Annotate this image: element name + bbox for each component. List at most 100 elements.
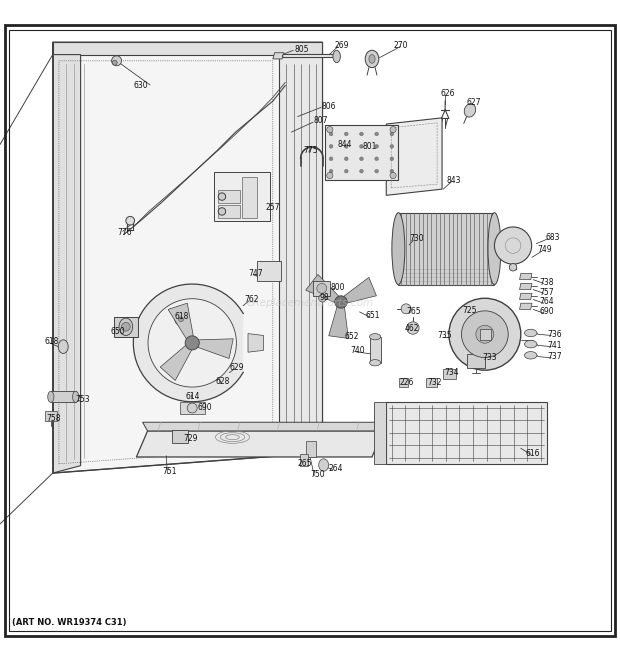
Polygon shape (520, 284, 532, 290)
Text: (ART NO. WR19374 C31): (ART NO. WR19374 C31) (12, 618, 127, 627)
Bar (114, 317, 138, 336)
Text: 652: 652 (344, 332, 358, 341)
Text: 807: 807 (313, 116, 327, 126)
Ellipse shape (464, 104, 476, 117)
Text: 747: 747 (248, 269, 263, 278)
Polygon shape (53, 42, 322, 55)
Polygon shape (341, 278, 376, 303)
Ellipse shape (525, 329, 537, 336)
Bar (443, 369, 456, 379)
Text: 226: 226 (400, 378, 414, 387)
Circle shape (335, 295, 347, 308)
Ellipse shape (370, 334, 381, 340)
Bar (399, 378, 408, 387)
Circle shape (509, 264, 517, 271)
Circle shape (390, 169, 394, 173)
Circle shape (112, 56, 122, 65)
Circle shape (319, 295, 326, 302)
Text: 264: 264 (329, 463, 343, 473)
Circle shape (390, 157, 394, 161)
Text: 736: 736 (547, 330, 562, 338)
Bar (370, 336, 381, 363)
Polygon shape (160, 342, 194, 381)
Circle shape (374, 145, 378, 148)
Bar (325, 125, 398, 180)
Text: 629: 629 (229, 363, 244, 372)
Polygon shape (53, 42, 322, 473)
Polygon shape (520, 303, 532, 309)
Polygon shape (248, 334, 264, 352)
Text: 765: 765 (406, 307, 421, 316)
Circle shape (494, 227, 531, 264)
Circle shape (374, 157, 378, 161)
Polygon shape (53, 55, 81, 473)
Text: 749: 749 (538, 245, 552, 254)
Ellipse shape (48, 391, 54, 403)
Text: 775: 775 (304, 146, 319, 155)
Text: 618: 618 (175, 313, 189, 321)
Circle shape (175, 313, 187, 325)
Circle shape (390, 145, 394, 148)
Circle shape (390, 173, 396, 178)
Bar (242, 177, 257, 217)
Circle shape (344, 157, 348, 161)
Text: 270: 270 (394, 41, 408, 50)
Text: 730: 730 (409, 234, 424, 243)
Circle shape (329, 157, 333, 161)
Polygon shape (143, 422, 383, 431)
Circle shape (360, 145, 363, 148)
Text: 751: 751 (162, 467, 177, 477)
Circle shape (360, 132, 363, 136)
Text: 729: 729 (184, 434, 198, 443)
Text: 690: 690 (539, 307, 554, 317)
Text: 628: 628 (216, 377, 230, 386)
Circle shape (327, 126, 333, 133)
Circle shape (179, 317, 184, 322)
Ellipse shape (525, 352, 537, 359)
Text: 690: 690 (197, 403, 212, 412)
Circle shape (461, 311, 508, 358)
Circle shape (476, 325, 494, 343)
Bar (480, 329, 491, 340)
Text: eReplacementParts.com: eReplacementParts.com (246, 297, 374, 307)
Circle shape (344, 132, 348, 136)
Text: 733: 733 (482, 353, 497, 362)
Bar (214, 172, 270, 221)
Polygon shape (374, 402, 386, 464)
Circle shape (327, 173, 333, 178)
Ellipse shape (488, 213, 501, 285)
Circle shape (122, 323, 130, 331)
Bar (386, 402, 547, 464)
Text: 650: 650 (110, 327, 125, 336)
Ellipse shape (370, 360, 381, 366)
Text: 741: 741 (547, 341, 561, 350)
Text: 800: 800 (330, 283, 345, 292)
Text: 269: 269 (335, 41, 349, 50)
Text: 753: 753 (76, 395, 91, 405)
Circle shape (407, 322, 419, 334)
Circle shape (390, 132, 394, 136)
Ellipse shape (119, 318, 133, 336)
Circle shape (374, 132, 378, 136)
Circle shape (360, 169, 363, 173)
Ellipse shape (369, 55, 375, 63)
Text: 762: 762 (244, 295, 259, 304)
Circle shape (126, 216, 135, 225)
Polygon shape (386, 118, 442, 196)
Bar (313, 281, 330, 295)
Polygon shape (180, 402, 205, 414)
Text: 651: 651 (366, 311, 380, 320)
Ellipse shape (392, 213, 405, 285)
Text: 732: 732 (428, 378, 442, 387)
Bar (218, 190, 240, 203)
Polygon shape (329, 304, 348, 338)
Polygon shape (136, 431, 383, 457)
Polygon shape (168, 303, 194, 343)
Text: 257: 257 (265, 203, 280, 212)
Ellipse shape (58, 340, 68, 354)
Circle shape (112, 60, 117, 65)
Bar (257, 261, 281, 281)
Text: 801: 801 (363, 143, 377, 151)
Circle shape (185, 336, 199, 350)
Text: 630: 630 (133, 81, 148, 90)
